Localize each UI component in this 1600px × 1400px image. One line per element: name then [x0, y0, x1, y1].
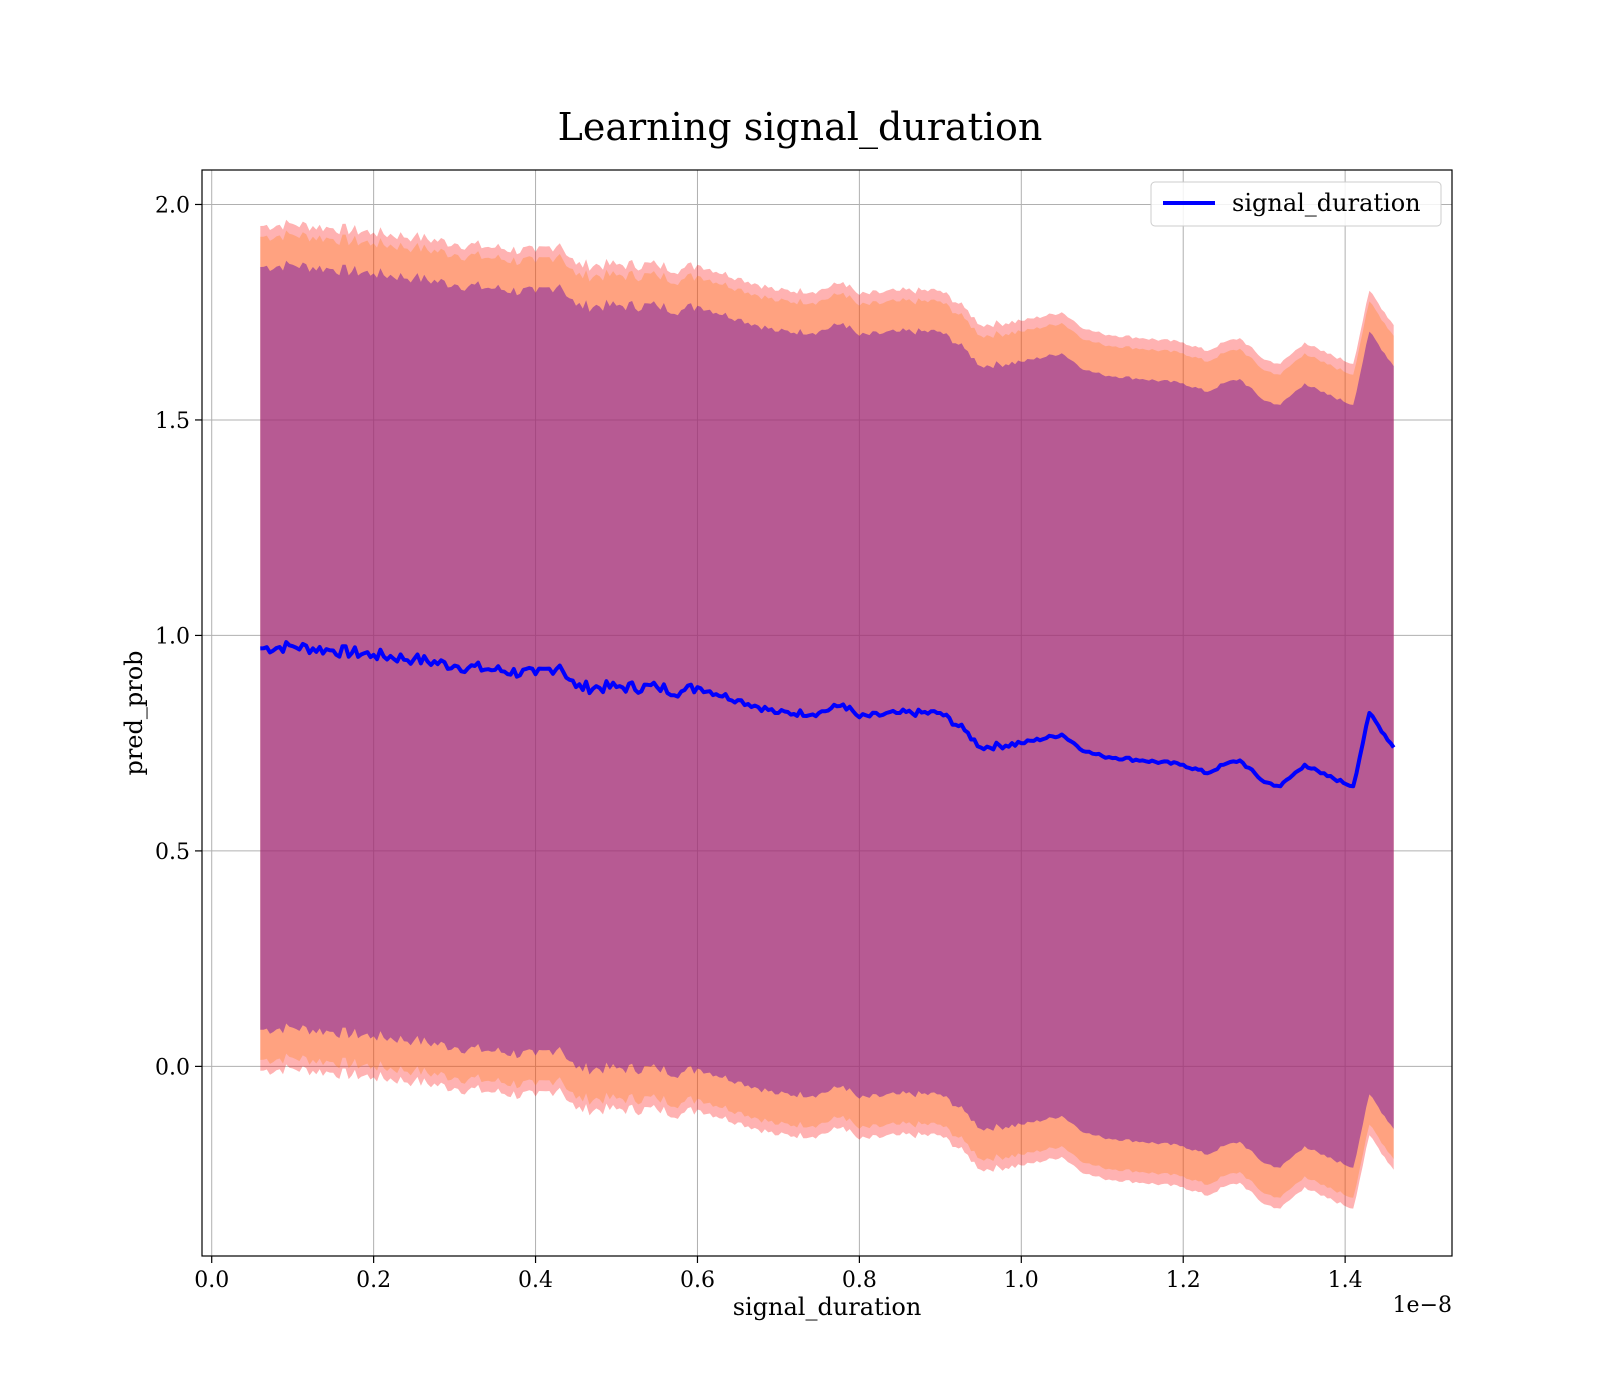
x-tick-label-5: 1.0: [1004, 1268, 1039, 1293]
x-tick-label-7: 1.4: [1328, 1268, 1363, 1293]
y-tick-label-1: 0.5: [155, 840, 190, 865]
legend: signal_duration: [1150, 181, 1442, 227]
x-tick-label-0: 0.0: [194, 1268, 229, 1293]
legend-label: signal_duration: [1232, 189, 1421, 217]
x-axis-title: signal_duration: [733, 1293, 922, 1321]
y-axis-title: pred_prob: [120, 650, 148, 775]
x-tick-label-1: 0.2: [356, 1268, 391, 1293]
axis-ticks: 0.0 0.2 0.4 0.6 0.8 1.0 1.2 1.4 0.0 0.5 1.0 1.5 2.0: [155, 193, 1363, 1293]
x-tick-label-3: 0.6: [680, 1268, 715, 1293]
series-line-signal-duration: [260, 640, 1396, 789]
series-lines: [260, 640, 1396, 789]
x-axis-offset-label: 1e−8: [1393, 1293, 1452, 1318]
confidence-bands: [260, 219, 1394, 1209]
x-tick-label-4: 0.8: [842, 1268, 877, 1293]
y-tick-label-0: 0.0: [155, 1055, 190, 1080]
y-tick-label-2: 1.0: [155, 624, 190, 649]
x-tick-label-2: 0.4: [518, 1268, 553, 1293]
y-tick-label-3: 1.5: [155, 409, 190, 434]
legend-box: [1150, 181, 1442, 227]
x-tick-label-6: 1.2: [1166, 1268, 1201, 1293]
y-tick-label-4: 2.0: [155, 193, 190, 218]
chart-title: Learning signal_duration: [558, 105, 1043, 150]
band-inner: [260, 260, 1394, 1168]
plot-area-frame: [201, 169, 1453, 1257]
